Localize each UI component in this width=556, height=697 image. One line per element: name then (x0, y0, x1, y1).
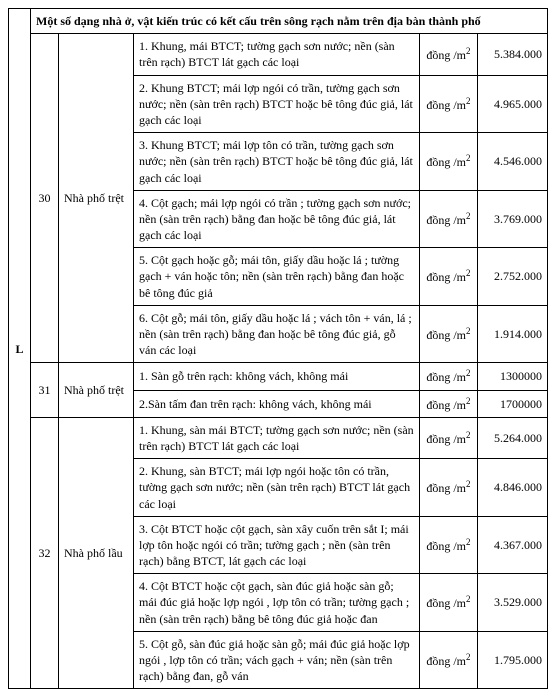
row-value: 4.965.000 (477, 75, 547, 133)
group-category: Nhà phố trệt (59, 363, 134, 417)
header-title: Một số dạng nhà ở, vật kiến trúc có kết … (31, 9, 548, 34)
row-value: 2.752.000 (477, 248, 547, 306)
row-desc: 4. Cột BTCT hoặc cột gạch, sàn đúc giả h… (134, 574, 420, 632)
row-desc: 1. Khung, mái BTCT; tường gạch sơn nước;… (134, 34, 420, 75)
header-row: LMột số dạng nhà ở, vật kiến trúc có kết… (9, 9, 548, 34)
table-row: 31Nhà phố trệt1. Sàn gỗ trên rạch: không… (9, 363, 548, 390)
row-desc: 2.Sàn tấm đan trên rạch: không vách, khô… (134, 390, 420, 417)
row-value: 1300000 (477, 363, 547, 390)
row-unit: đồng /m2 (419, 459, 477, 517)
row-desc: 6. Cột gỗ; mái tôn, giấy dầu hoặc lá ; v… (134, 305, 420, 363)
group-stt: 31 (31, 363, 59, 417)
group-category: Nhà phố trệt (59, 34, 134, 363)
row-value: 3.769.000 (477, 190, 547, 248)
row-unit: đồng /m2 (419, 417, 477, 458)
row-value: 5.384.000 (477, 34, 547, 75)
row-desc: 1. Khung, sàn mái BTCT; tường gạch sơn n… (134, 417, 420, 458)
row-unit: đồng /m2 (419, 631, 477, 689)
group-stt: 32 (31, 417, 59, 689)
row-value: 4.367.000 (477, 516, 547, 574)
row-unit: đồng /m2 (419, 574, 477, 632)
row-desc: 3. Khung BTCT; mái lợp tôn có trần, tườn… (134, 133, 420, 191)
row-value: 1.795.000 (477, 631, 547, 689)
row-value: 3.529.000 (477, 574, 547, 632)
group-stt: 30 (31, 34, 59, 363)
row-desc: 2. Khung, sàn BTCT; mái lợp ngói hoặc tô… (134, 459, 420, 517)
row-unit: đồng /m2 (419, 305, 477, 363)
row-value: 4.546.000 (477, 133, 547, 191)
row-unit: đồng /m2 (419, 75, 477, 133)
row-value: 5.264.000 (477, 417, 547, 458)
table-row: 32Nhà phố lầu1. Khung, sàn mái BTCT; tườ… (9, 417, 548, 458)
group-category: Nhà phố lầu (59, 417, 134, 689)
row-desc: 4. Cột gạch; mái lợp ngói có trần ; tườn… (134, 190, 420, 248)
row-value: 1700000 (477, 390, 547, 417)
row-desc: 5. Cột gạch hoặc gỗ; mái tôn, giấy dầu h… (134, 248, 420, 306)
row-value: 1.914.000 (477, 305, 547, 363)
row-desc: 5. Cột gỗ, sàn đúc giả hoặc sàn gỗ; mái … (134, 631, 420, 689)
row-desc: 3. Cột BTCT hoặc cột gạch, sàn xây cuốn … (134, 516, 420, 574)
header-col-l: L (9, 9, 31, 689)
row-unit: đồng /m2 (419, 390, 477, 417)
row-unit: đồng /m2 (419, 133, 477, 191)
row-desc: 2. Khung BTCT; mái lợp ngói có trần, tườ… (134, 75, 420, 133)
pricing-table: LMột số dạng nhà ở, vật kiến trúc có kết… (8, 8, 548, 689)
table-row: 30Nhà phố trệt1. Khung, mái BTCT; tường … (9, 34, 548, 75)
row-value: 4.846.000 (477, 459, 547, 517)
row-unit: đồng /m2 (419, 248, 477, 306)
row-unit: đồng /m2 (419, 190, 477, 248)
row-unit: đồng /m2 (419, 34, 477, 75)
row-desc: 1. Sàn gỗ trên rạch: không vách, không m… (134, 363, 420, 390)
row-unit: đồng /m2 (419, 516, 477, 574)
row-unit: đồng /m2 (419, 363, 477, 390)
